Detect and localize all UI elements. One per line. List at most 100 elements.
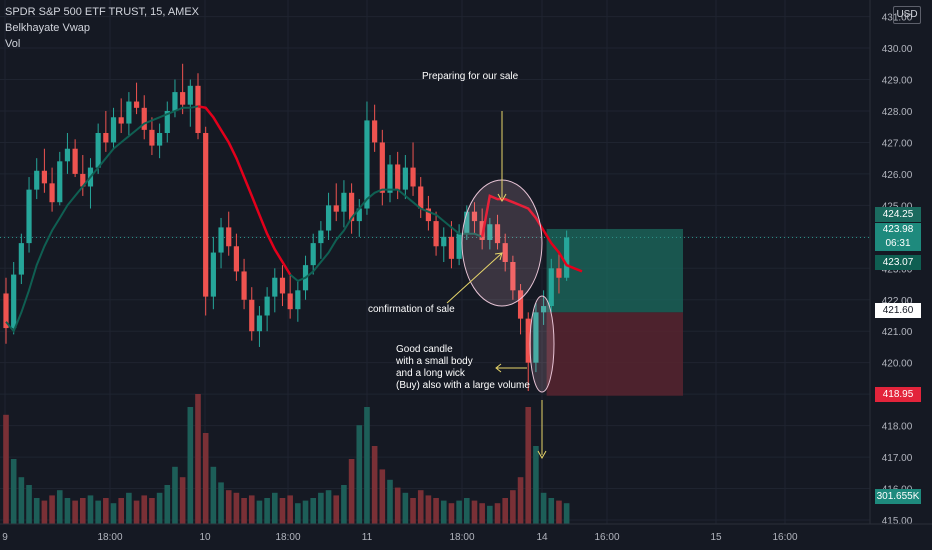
- volume-bar: [464, 498, 470, 524]
- volume-bar: [133, 500, 140, 524]
- volume-bar: [517, 477, 524, 524]
- candle-body: [441, 236, 447, 247]
- position-target-zone: [546, 228, 683, 313]
- volume-bar: [195, 394, 201, 524]
- candle-body: [95, 133, 101, 168]
- candle-body: [249, 299, 255, 332]
- volume-bar: [149, 498, 155, 524]
- currency-badge[interactable]: USD: [893, 6, 921, 24]
- annotation-arrow-diagonal: [446, 252, 503, 304]
- volume-bar: [3, 414, 9, 524]
- candle-body: [564, 237, 570, 278]
- volume-bar: [87, 495, 94, 524]
- vwap-indicator-label[interactable]: Belkhayate Vwap: [5, 22, 90, 34]
- volume-bar: [164, 485, 171, 524]
- candle-body: [180, 92, 186, 105]
- last-price-badge: 423.98 06:31: [875, 223, 921, 251]
- volume-bar: [287, 495, 293, 524]
- volume-bar: [548, 498, 555, 524]
- price-tick-label: 428.00: [882, 107, 913, 118]
- chart-legend: SPDR S&P 500 ETF TRUST, 15, AMEX Belkhay…: [5, 4, 199, 52]
- candle-body: [548, 268, 554, 307]
- candle-body: [349, 192, 355, 222]
- annotation-ellipse-large: [461, 179, 543, 307]
- vwap-line: [480, 194, 583, 273]
- volume-bar: [356, 425, 363, 524]
- candle-body: [517, 290, 524, 319]
- candle-body: [471, 211, 478, 222]
- volume-bar: [387, 479, 393, 524]
- candle-body: [11, 274, 17, 329]
- candle-body: [133, 101, 140, 108]
- volume-bar: [533, 446, 539, 524]
- time-tick-label: 16:00: [594, 532, 619, 543]
- candle-body: [364, 120, 370, 209]
- candle-body: [433, 221, 439, 247]
- candle-body: [126, 101, 132, 124]
- candle-body: [464, 211, 470, 234]
- time-tick-label: 14: [536, 532, 548, 543]
- candle-body: [118, 117, 124, 124]
- candle-body: [210, 252, 216, 297]
- volume-bar: [563, 503, 570, 524]
- price-tick-label: 431.00: [882, 13, 913, 24]
- volume-bar: [318, 492, 324, 524]
- volume-bar: [325, 490, 332, 524]
- volume-bar: [202, 433, 209, 524]
- volume-indicator-label[interactable]: Vol: [5, 38, 21, 50]
- vwap-line: [289, 188, 483, 283]
- candle-body: [494, 224, 501, 244]
- volume-bar: [371, 446, 378, 524]
- volume-bar: [410, 498, 416, 524]
- target-price-badge: 424.25: [875, 207, 921, 222]
- annotation-arrowhead: [497, 193, 507, 203]
- candle-body: [295, 290, 301, 310]
- position-stop-zone: [546, 312, 683, 396]
- candle-body: [410, 167, 416, 187]
- candle-body: [279, 277, 286, 294]
- vwap-line: [197, 105, 292, 276]
- volume-bar: [456, 500, 462, 524]
- volume-bar: [540, 492, 547, 524]
- last-price: 423.98: [882, 224, 914, 235]
- price-tick-label: 417.00: [882, 453, 913, 464]
- volume-bar: [425, 495, 432, 524]
- volume-bar: [103, 498, 109, 524]
- annotation-confirmation: confirmation of sale: [368, 304, 455, 315]
- candle-body: [57, 161, 63, 203]
- stop-price-badge: 418.95: [875, 387, 921, 402]
- vwap-price-badge: 423.07: [875, 255, 921, 270]
- volume-bar: [172, 466, 178, 524]
- volume-bar: [95, 500, 101, 524]
- volume-bar: [218, 482, 224, 524]
- time-tick-label: 18:00: [449, 532, 474, 543]
- volume-bar: [210, 466, 217, 524]
- price-tick-label: 415.00: [882, 516, 913, 527]
- candle-body: [187, 85, 193, 105]
- candle-body: [164, 110, 170, 133]
- volume-bar: [126, 492, 132, 524]
- price-tick-label: 429.00: [882, 76, 913, 87]
- candle-body: [448, 236, 455, 259]
- volume-bar: [241, 498, 247, 524]
- volume-bar: [272, 492, 278, 524]
- candle-body: [502, 243, 508, 262]
- candle-body: [141, 107, 147, 130]
- volume-bar: [471, 500, 478, 524]
- annotation-good-candle: Good candle with a small body and a long…: [396, 344, 530, 392]
- annotation-arrowhead: [494, 252, 503, 261]
- candle-body: [226, 227, 232, 247]
- candle-body: [487, 224, 493, 240]
- candle-body: [3, 293, 9, 329]
- annotation-preparing: Preparing for our sale: [422, 71, 519, 82]
- entry-price-badge: 421.60: [875, 303, 921, 318]
- volume-bar: [494, 503, 501, 524]
- candle-body: [541, 306, 547, 313]
- candle-body: [172, 92, 178, 111]
- candle-body: [26, 189, 32, 244]
- time-tick-label: 16:00: [772, 532, 797, 543]
- volume-bar: [56, 490, 63, 524]
- candle-body: [110, 117, 117, 143]
- time-tick-label: 15: [710, 532, 722, 543]
- volume-bar: [18, 477, 25, 524]
